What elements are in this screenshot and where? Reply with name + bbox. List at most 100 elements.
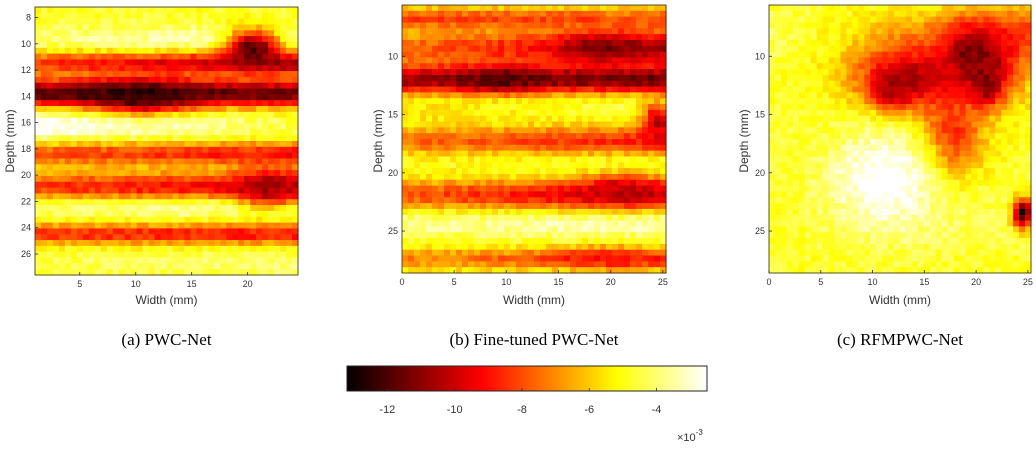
heatmap-cell [40,12,48,20]
heatmap-cell [624,255,631,262]
heatmap-cell [540,261,547,268]
heatmap-cell [450,28,457,35]
heatmap-cell [136,240,144,247]
heatmap-cell [540,220,547,227]
heatmap-cell [40,82,48,90]
heatmap-cell [552,115,559,123]
heatmap-cell [202,111,209,119]
heatmap-cell [184,210,192,218]
heatmap-cell [190,228,197,235]
heatmap-cell [516,185,523,193]
heatmap-cell [570,208,577,216]
heatmap-cell [600,133,607,140]
heatmap-cell [911,92,919,99]
heatmap-cell [76,106,84,113]
heatmap-cell [1013,34,1020,41]
heatmap-cell [444,63,451,70]
heatmap-cell [262,175,269,183]
heatmap-cell [929,115,937,123]
heatmap-cell [600,5,607,12]
heatmap-cell [262,76,269,84]
heatmap-cell [220,129,227,136]
heatmap-cell [528,16,535,24]
heatmap-cell [172,245,180,253]
heatmap-cell [911,22,919,29]
heatmap-cell [438,249,445,257]
heatmap-cell [510,203,517,210]
heatmap-cell [864,80,871,88]
heatmap-cell [468,139,475,146]
heatmap-cell [828,57,836,64]
heatmap-cell [244,111,251,119]
heatmap-cell [953,98,961,105]
heatmap-cell [286,216,293,224]
heatmap-cell [786,69,794,76]
heatmap-cell [432,267,439,274]
heatmap-cell [70,251,78,259]
heatmap-cell [1013,45,1020,53]
heatmap-cell [208,41,215,49]
heatmap-cell [76,94,84,101]
heatmap-cell [522,34,529,41]
heatmap-cell [214,257,221,264]
heatmap-cell [450,74,457,82]
heatmap-cell [558,92,565,99]
heatmap-cell [444,10,451,18]
heatmap-cell [804,109,812,117]
heatmap-cell [492,51,499,59]
heatmap-cell [250,141,257,148]
heatmap-cell [184,175,192,183]
heatmap-cell [618,179,625,187]
heatmap-cell [474,127,481,134]
heatmap-cell [280,41,287,49]
heatmap-cell [178,210,186,218]
heatmap-cell [558,133,565,140]
heatmap-cell [510,243,517,251]
heatmap-cell [965,45,973,53]
heatmap-cell [588,22,595,29]
heatmap-cell [606,115,613,123]
heatmap-cell [166,205,174,212]
heatmap-cell [822,51,830,59]
heatmap-cell [154,257,162,264]
heatmap-cell [552,16,559,24]
heatmap-cell [64,240,72,247]
heatmap-cell [600,80,607,88]
heatmap-cell [522,144,529,152]
heatmap-cell [456,191,463,198]
heatmap-cell [178,88,186,95]
heatmap-cell [58,59,66,66]
heatmap-cell [564,214,571,222]
heatmap-cell [480,57,487,64]
heatmap-cell [522,249,529,257]
heatmap-cell [564,208,571,216]
heatmap-cell [582,238,589,245]
heatmap-cell [118,263,126,270]
heatmap-cell [774,121,782,128]
heatmap-cell [244,76,251,84]
heatmap-cell [118,187,126,195]
heatmap-cell [492,261,499,268]
heatmap-cell [256,71,263,78]
heatmap-cell [450,197,457,204]
heatmap-cell [208,245,215,253]
heatmap-cell [534,208,541,216]
heatmap-cell [196,88,203,95]
heatmap-cell [82,7,90,14]
heatmap-cell [1019,74,1026,82]
heatmap-cell [214,251,221,259]
heatmap-cell [202,187,209,195]
heatmap-cell [35,164,42,171]
heatmap-cell [130,187,138,195]
heatmap-cell [118,106,126,113]
heatmap-cell [154,240,162,247]
heatmap-cell [268,210,275,218]
heatmap-cell [828,104,836,111]
heatmap-cell [106,228,114,235]
heatmap-cell [522,109,529,117]
heatmap-cell [202,47,209,55]
heatmap-cell [660,74,667,82]
heatmap-cell [864,22,871,29]
heatmap-cell [660,92,667,99]
heatmap-cell [636,39,643,47]
